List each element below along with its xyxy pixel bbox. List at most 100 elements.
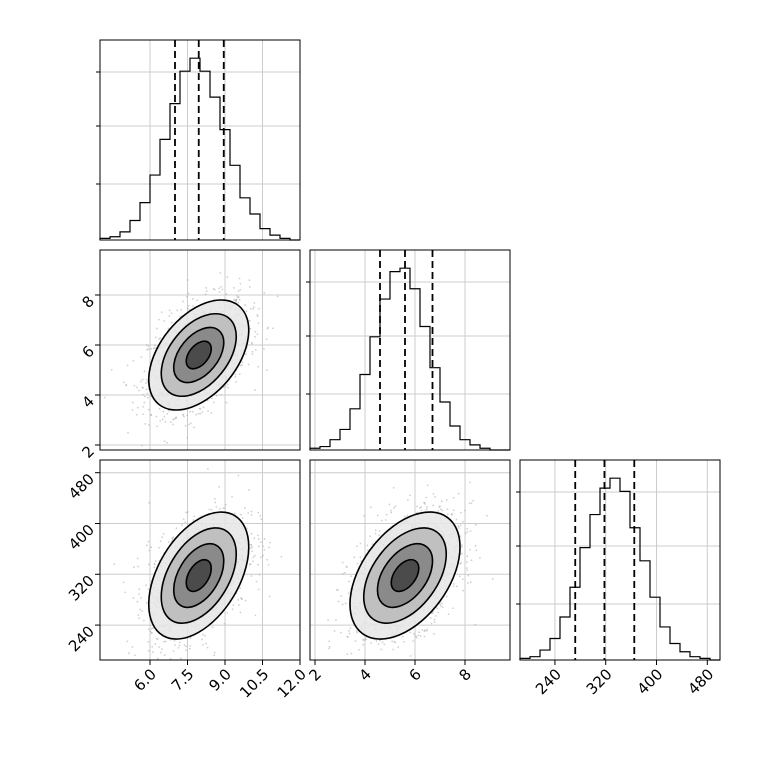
scatter-point bbox=[213, 401, 215, 404]
panel-frame bbox=[309, 459, 511, 661]
scatter-point bbox=[145, 584, 148, 587]
scatter-point bbox=[192, 519, 195, 521]
scatter-point bbox=[464, 532, 467, 535]
scatter-point bbox=[369, 535, 372, 538]
scatter-point bbox=[393, 507, 395, 509]
scatter-point bbox=[406, 499, 409, 502]
scatter-point bbox=[133, 566, 136, 569]
scatter-point bbox=[238, 277, 241, 280]
scatter-point bbox=[215, 506, 218, 508]
scatter-point bbox=[162, 532, 165, 535]
scatter-point bbox=[439, 605, 442, 607]
scatter-point bbox=[164, 640, 167, 643]
scatter-point bbox=[472, 499, 475, 502]
scatter-point bbox=[239, 282, 242, 285]
panel-background bbox=[520, 460, 720, 660]
scatter-point bbox=[392, 486, 395, 489]
scatter-point bbox=[136, 600, 139, 603]
scatter-point bbox=[457, 492, 460, 495]
scatter-point bbox=[341, 561, 344, 564]
scatter-point bbox=[222, 507, 225, 510]
scatter-point bbox=[333, 630, 336, 632]
scatter-point bbox=[268, 595, 271, 598]
scatter-point bbox=[460, 545, 463, 548]
scatter-point bbox=[365, 638, 368, 641]
scatter-point bbox=[160, 651, 162, 654]
scatter-point bbox=[470, 559, 473, 562]
scatter-point bbox=[241, 517, 244, 519]
x-tick-label-0-2: 9.0 bbox=[205, 665, 235, 695]
scatter-point bbox=[254, 330, 257, 333]
scatter-point bbox=[155, 661, 157, 663]
scatter-point bbox=[191, 297, 194, 300]
scatter-point bbox=[458, 527, 460, 529]
scatter-point bbox=[465, 561, 468, 564]
scatter-point bbox=[176, 309, 179, 312]
scatter-point bbox=[420, 509, 423, 512]
scatter-point bbox=[350, 575, 352, 578]
scatter-point bbox=[141, 413, 144, 416]
scatter-point bbox=[190, 422, 192, 425]
scatter-point bbox=[257, 511, 260, 514]
scatter-point bbox=[406, 514, 409, 517]
scatter-point bbox=[128, 652, 130, 655]
scatter-point bbox=[469, 581, 472, 584]
scatter-point bbox=[383, 643, 386, 646]
scatter-point bbox=[225, 401, 228, 404]
scatter-point bbox=[147, 408, 150, 411]
scatter-point bbox=[127, 431, 129, 434]
scatter-point bbox=[126, 364, 129, 367]
scatter-point bbox=[150, 413, 153, 416]
scatter-point bbox=[186, 279, 189, 281]
scatter-point bbox=[450, 512, 453, 515]
x-tick-label-1-0: 2 bbox=[306, 665, 325, 684]
scatter-point bbox=[458, 575, 461, 578]
scatter-point bbox=[147, 628, 150, 631]
scatter-point bbox=[178, 641, 181, 644]
scatter-point bbox=[263, 292, 266, 294]
scatter-point bbox=[338, 665, 340, 667]
scatter-point bbox=[248, 286, 251, 288]
scatter-point bbox=[122, 581, 125, 584]
x-tick-label-2-3: 480 bbox=[684, 665, 717, 698]
scatter-point bbox=[138, 617, 140, 620]
scatter-point bbox=[158, 546, 160, 549]
scatter-point bbox=[160, 311, 163, 314]
scatter-point bbox=[200, 660, 202, 662]
scatter-point bbox=[150, 347, 153, 350]
scatter-point bbox=[141, 386, 144, 389]
scatter-point bbox=[437, 611, 440, 614]
scatter-point bbox=[147, 345, 150, 347]
scatter-point bbox=[378, 534, 381, 537]
scatter-point bbox=[249, 543, 252, 546]
scatter-point bbox=[455, 518, 458, 521]
scatter-point bbox=[486, 514, 488, 517]
scatter-point bbox=[266, 558, 269, 561]
scatter-point bbox=[168, 315, 171, 318]
scatter-point bbox=[147, 649, 150, 652]
scatter-point bbox=[260, 518, 263, 521]
scatter-point bbox=[110, 368, 113, 371]
scatter-point bbox=[237, 474, 240, 477]
scatter-point bbox=[185, 649, 187, 652]
scatter-point bbox=[257, 588, 260, 591]
scatter-point bbox=[452, 509, 455, 512]
scatter-point bbox=[161, 648, 163, 651]
histogram-panel-1 bbox=[306, 249, 511, 451]
scatter-point bbox=[103, 396, 106, 399]
scatter-point bbox=[204, 293, 207, 296]
scatter-point bbox=[417, 634, 420, 637]
scatter-point bbox=[328, 647, 331, 650]
scatter-point bbox=[460, 561, 463, 564]
scatter-point bbox=[137, 565, 140, 568]
scatter-point bbox=[453, 582, 455, 585]
x-tick-label-2-2: 400 bbox=[634, 665, 667, 698]
scatter-point bbox=[252, 560, 254, 563]
density-panel-2-0 bbox=[99, 459, 301, 663]
scatter-point bbox=[253, 301, 256, 304]
scatter-point bbox=[380, 519, 383, 522]
scatter-point bbox=[418, 631, 421, 634]
scatter-point bbox=[248, 279, 251, 282]
scatter-point bbox=[122, 381, 125, 384]
scatter-point bbox=[233, 512, 236, 515]
